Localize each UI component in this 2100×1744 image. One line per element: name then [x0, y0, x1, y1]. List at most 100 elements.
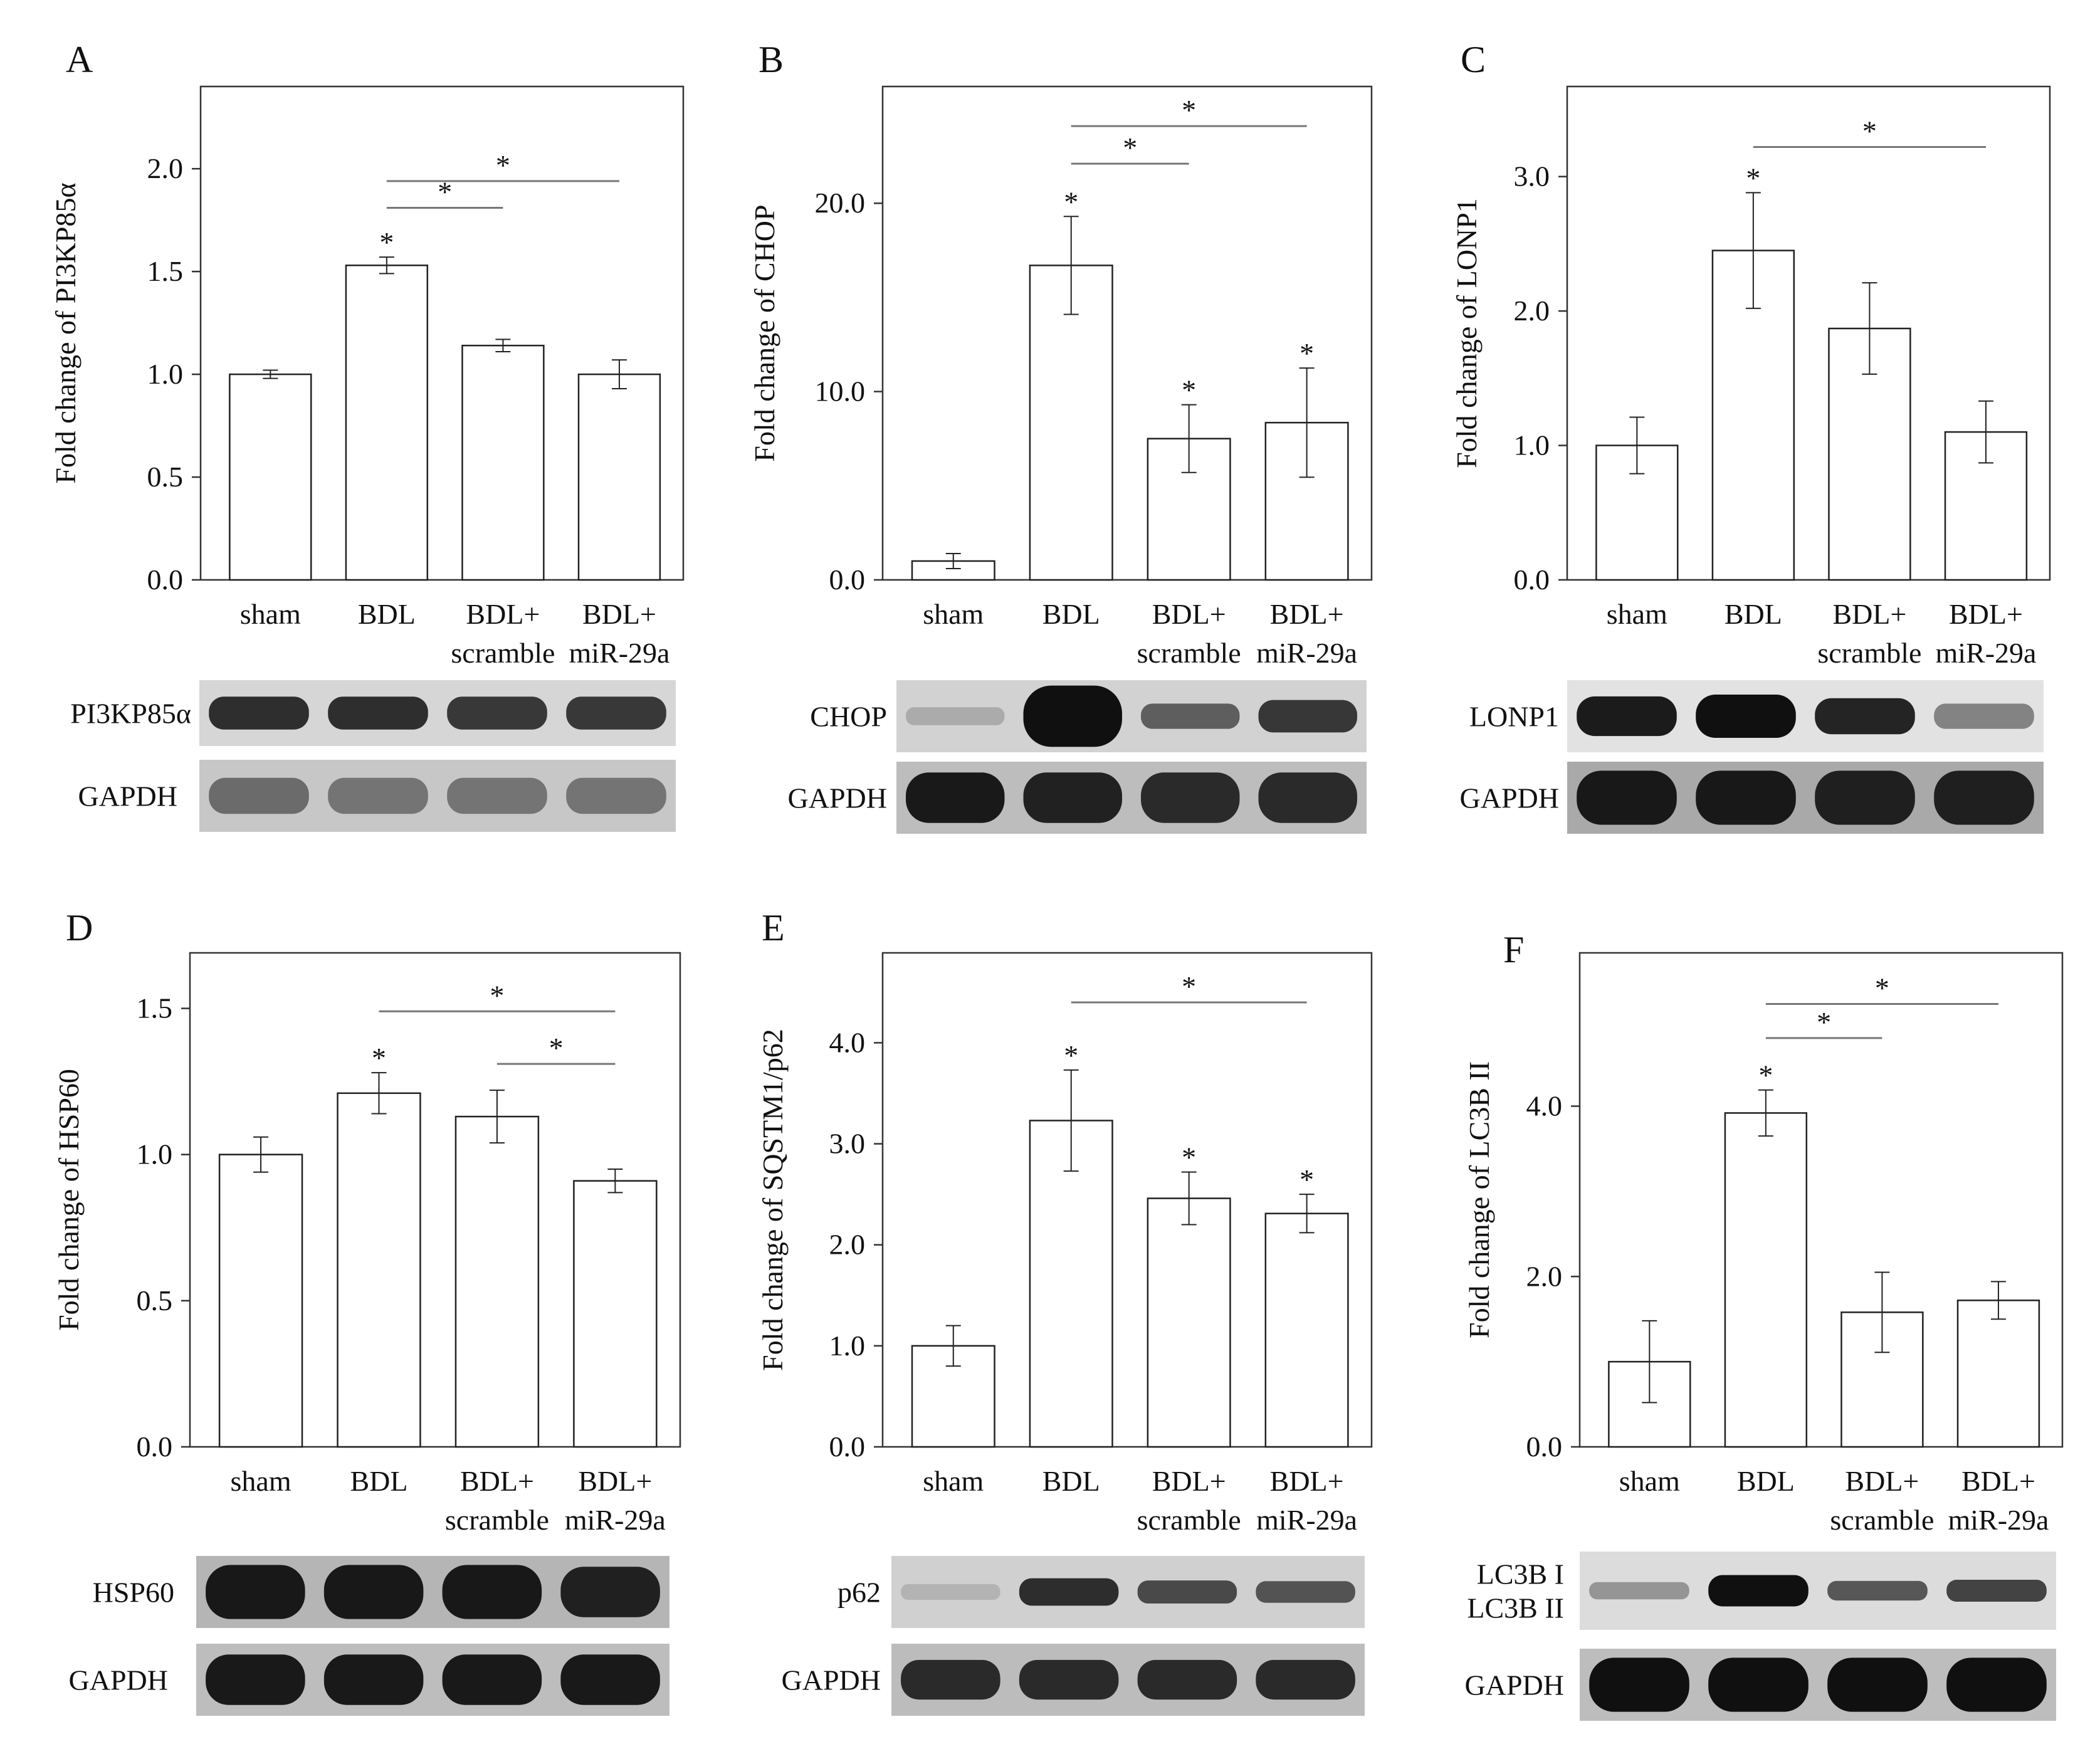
- y-tick-label: 4.0: [1526, 1090, 1563, 1122]
- blot-strip: [1567, 762, 2044, 834]
- plot-frame: [881, 952, 1373, 1448]
- panel-e: E 0.0 1.0 2.0 3.0 4.0 Fold change of SQSTM1/p6…: [757, 907, 1373, 1716]
- x-tick-label: BDL+: [1949, 598, 2023, 630]
- blot-band: [566, 696, 666, 730]
- comparison-asterisk: *: [1875, 972, 1889, 1004]
- blot-strip: [891, 1556, 1365, 1628]
- y-tick-label: 20.0: [815, 187, 866, 219]
- blot-strip: [896, 680, 1367, 752]
- panel-label: F: [1503, 929, 1524, 970]
- x-tick-label: miR-29a: [1935, 637, 2036, 669]
- bar: [1956, 1300, 2040, 1448]
- x-tick-label: BDL+: [578, 1465, 652, 1497]
- blot-band: [1256, 1581, 1355, 1603]
- bar: [1147, 1197, 1231, 1448]
- blot-band: [1946, 1657, 2047, 1712]
- blot-band: [560, 1567, 660, 1617]
- blot-strip: [199, 680, 676, 746]
- y-tick-label: 0.0: [1514, 564, 1550, 596]
- x-tick-label: BDL+: [582, 598, 656, 630]
- comparison-asterisk: *: [1817, 1006, 1831, 1038]
- blot-band: [1023, 772, 1122, 823]
- x-tick-label: sham: [240, 598, 301, 630]
- panel-b: B 0.0 10.0 20.0 Fold change of CHOP sham * BDL *…: [748, 39, 1373, 834]
- blot-band: [323, 1654, 424, 1705]
- bar: [1264, 1212, 1349, 1448]
- blot-band: [906, 707, 1005, 725]
- y-tick-label: 4.0: [829, 1026, 866, 1058]
- comparison-asterisk: *: [438, 176, 452, 207]
- blot-label: HSP60: [93, 1577, 174, 1609]
- blot-band: [442, 1565, 542, 1619]
- panel-label: A: [66, 39, 93, 80]
- blot-band: [323, 1565, 424, 1619]
- blot-band: [906, 772, 1005, 823]
- blot-band: [1827, 1580, 1928, 1601]
- significance-asterisk: *: [1746, 162, 1760, 194]
- significance-asterisk: *: [1064, 186, 1078, 218]
- blot-band: [1589, 1657, 1689, 1712]
- blot-band: [1258, 700, 1357, 733]
- blot-band: [209, 777, 309, 814]
- significance-asterisk: *: [372, 1042, 386, 1074]
- blot-label: GAPDH: [69, 1664, 168, 1696]
- significance-asterisk: *: [379, 226, 394, 258]
- y-tick-label: 1.0: [147, 358, 184, 390]
- blot-band: [447, 696, 547, 730]
- panel-label: C: [1461, 39, 1486, 80]
- blot-band: [566, 777, 666, 814]
- x-tick-label: sham: [1619, 1465, 1680, 1497]
- bar: [1029, 1120, 1113, 1448]
- y-tick-label: 1.0: [829, 1330, 866, 1362]
- x-tick-label: BDL: [358, 598, 416, 630]
- blot-band: [1708, 1657, 1809, 1712]
- comparison-asterisk: *: [1182, 94, 1196, 126]
- panel-label: D: [66, 907, 93, 948]
- x-tick-label: BDL+: [1961, 1465, 2035, 1497]
- blot-band: [206, 1654, 305, 1705]
- blot-band: [1708, 1575, 1809, 1607]
- bar: [573, 1180, 658, 1448]
- comparison-asterisk: *: [1182, 970, 1196, 1002]
- blot-band: [1141, 703, 1240, 729]
- bar: [1029, 265, 1113, 581]
- blot-label: GAPDH: [1460, 782, 1559, 814]
- y-axis-label: Fold change of CHOP: [748, 204, 780, 461]
- x-tick-label: BDL: [1725, 598, 1782, 630]
- blot-band: [1256, 1659, 1355, 1700]
- bar: [218, 1153, 303, 1448]
- x-tick-label: BDL+: [466, 598, 540, 630]
- bar: [337, 1092, 421, 1448]
- blot-strip: [1580, 1649, 2056, 1721]
- y-axis-label: Fold change of LONP1: [1451, 198, 1483, 468]
- x-tick-label: BDL+: [1832, 598, 1906, 630]
- plot-frame: [881, 85, 1373, 581]
- panel-d: D 0.0 0.5 1.0 1.5 Fold change of HSP60 sham * BD…: [53, 907, 681, 1716]
- blot-label: p62: [837, 1577, 881, 1609]
- bar: [1724, 1112, 1808, 1448]
- y-tick-label: 2.0: [1526, 1260, 1563, 1292]
- y-tick-label: 1.0: [137, 1138, 173, 1170]
- bar: [577, 373, 661, 581]
- y-tick-label: 3.0: [829, 1128, 866, 1160]
- blot-band: [1696, 770, 1796, 825]
- y-axis-label: Fold change of HSP60: [53, 1069, 85, 1331]
- blot-band: [1934, 703, 2034, 729]
- x-tick-label: scramble: [445, 1504, 549, 1536]
- significance-asterisk: *: [1299, 1164, 1314, 1195]
- x-tick-label: sham: [923, 1465, 984, 1497]
- blot-band: [1827, 1657, 1928, 1712]
- blot-band: [1023, 685, 1122, 747]
- x-tick-label: sham: [1607, 598, 1667, 630]
- blot-strip: [896, 762, 1367, 834]
- blot-band: [328, 777, 428, 814]
- x-tick-label: BDL+: [1845, 1465, 1919, 1497]
- blot-band: [1577, 696, 1677, 737]
- blot-band: [1934, 770, 2034, 825]
- x-tick-label: scramble: [1137, 637, 1241, 669]
- panel-label: B: [759, 39, 784, 80]
- blot-band: [206, 1565, 305, 1619]
- x-tick-label: BDL+: [1152, 1465, 1226, 1497]
- x-tick-label: BDL: [1042, 598, 1100, 630]
- x-tick-label: miR-29a: [1948, 1504, 2049, 1536]
